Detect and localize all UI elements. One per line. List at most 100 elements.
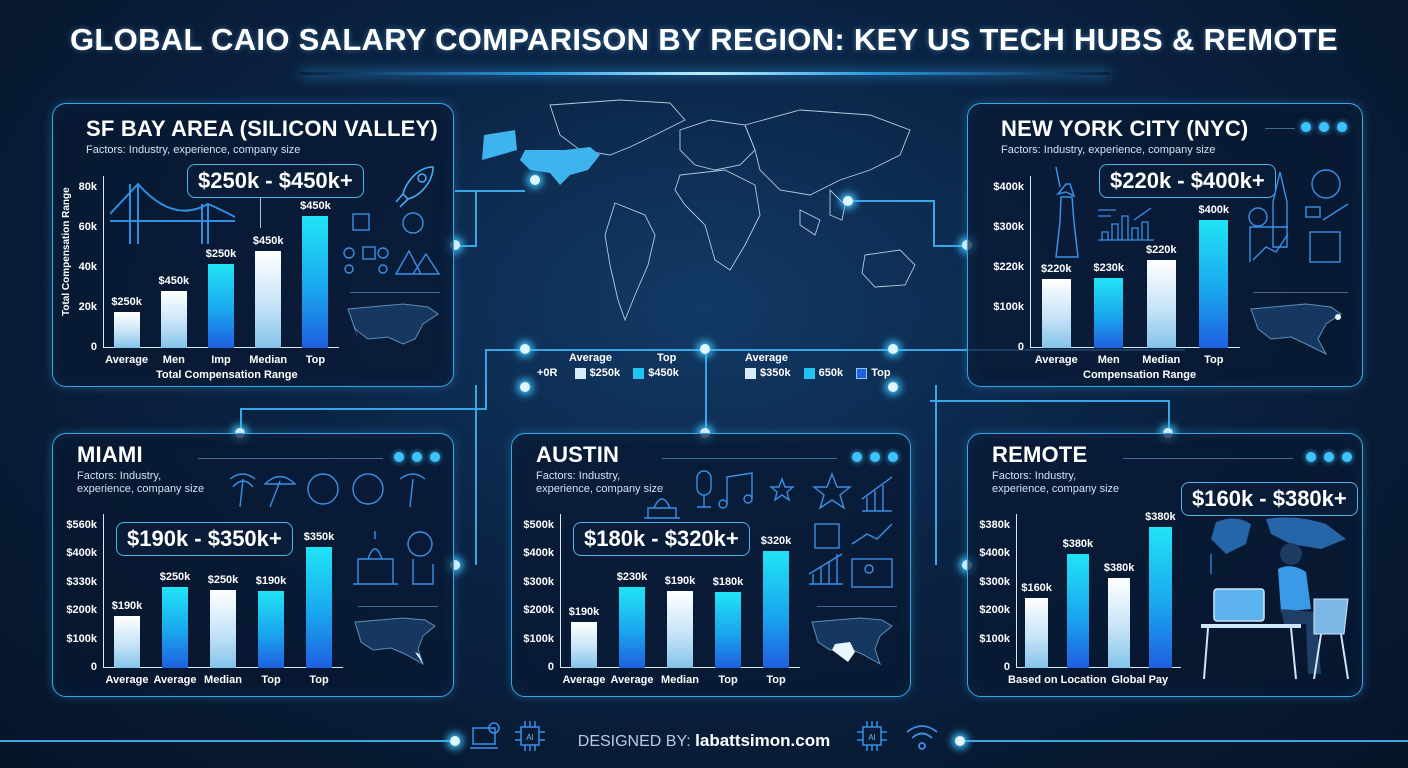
connector-node xyxy=(450,736,460,746)
bar[interactable] xyxy=(1094,278,1124,348)
connector-node xyxy=(843,196,853,206)
bar[interactable] xyxy=(1199,219,1229,348)
us-map-california-icon xyxy=(347,303,439,345)
bar[interactable] xyxy=(113,616,141,668)
svg-text:AI: AI xyxy=(868,733,876,742)
bar[interactable] xyxy=(208,263,234,348)
footer-site-link[interactable]: labattsimon.com xyxy=(695,731,831,750)
connector-wire xyxy=(475,385,477,565)
x-category-label: Men xyxy=(162,354,185,366)
window-dots-icon xyxy=(1306,452,1352,462)
bar[interactable] xyxy=(1146,260,1176,348)
x-category-label: Average xyxy=(105,354,149,366)
bar[interactable] xyxy=(618,586,646,668)
panel-factors: Factors: Industry, experience, company s… xyxy=(992,470,1120,495)
y-tick-label: $100k xyxy=(523,632,554,645)
connector-wire xyxy=(485,349,487,409)
connector-node xyxy=(520,344,530,354)
legend-swatch xyxy=(633,367,645,379)
x-category-label: Imp xyxy=(211,354,231,366)
x-axis-label: Compensation Range xyxy=(1083,369,1197,381)
legend-label: $250k xyxy=(589,367,621,379)
us-map-texas-icon xyxy=(811,617,893,666)
window-dots-icon xyxy=(394,452,440,462)
capitol-icon xyxy=(644,486,680,519)
connector-node xyxy=(530,175,540,185)
ai-chip-icon: AI xyxy=(857,721,887,751)
divider xyxy=(1123,458,1293,459)
bar[interactable] xyxy=(113,311,140,348)
chart-austin: 0 $100k $200k $300k $400k $500k $190k $230k $190… xyxy=(523,514,800,686)
svg-text:AI: AI xyxy=(526,733,534,742)
bar-value-label: $220k xyxy=(1040,263,1072,276)
connector-node xyxy=(888,382,898,392)
y-axis xyxy=(103,514,104,668)
bar[interactable] xyxy=(255,250,282,348)
x-category-label: Median xyxy=(204,674,242,686)
connector-wire xyxy=(933,245,968,247)
bar[interactable] xyxy=(302,216,329,348)
bar[interactable] xyxy=(161,586,189,668)
divider xyxy=(1265,128,1295,129)
capitol-and-money-icons xyxy=(353,531,434,585)
panel-factors: Factors: Industry, experience, company s… xyxy=(536,470,664,495)
bar[interactable] xyxy=(1066,553,1090,668)
range-badge: $160k - $380k+ xyxy=(1181,482,1358,516)
rocket-icon xyxy=(395,166,434,208)
bar[interactable] xyxy=(209,589,237,668)
connector-wire xyxy=(475,190,477,245)
bar-value-label: $320k xyxy=(760,535,792,548)
bar-value-label: $230k xyxy=(616,570,648,583)
bar[interactable] xyxy=(257,591,285,668)
bar-value-label: $450k xyxy=(300,200,331,213)
bar[interactable] xyxy=(305,546,333,668)
connector-wire xyxy=(850,200,935,202)
panel-austin: AUSTIN Factors: Industry, experience, co… xyxy=(511,433,911,697)
bar[interactable] xyxy=(714,592,742,668)
y-tick-label: $560k xyxy=(66,519,97,531)
bar-value-label: $190k xyxy=(255,575,287,587)
tech-growth-icons xyxy=(808,523,893,588)
bar[interactable] xyxy=(666,591,694,668)
bar-value-label: $350k xyxy=(303,530,335,543)
footer-line-right xyxy=(960,740,1408,742)
y-tick-label: 40k xyxy=(78,261,97,273)
legend-swatch xyxy=(745,367,756,379)
chart-sf: 0 20k 40k 60k 80k $250k $450k $250k $450k $450k Av… xyxy=(79,176,339,366)
window-dots-icon xyxy=(1301,122,1347,132)
panel-factors: Factors: Industry, experience, company s… xyxy=(86,144,301,156)
bar[interactable] xyxy=(160,290,187,348)
bar[interactable] xyxy=(1107,577,1131,668)
divider xyxy=(817,606,897,607)
bar[interactable] xyxy=(1149,527,1172,668)
bar-value-label: $450k xyxy=(252,234,284,247)
panel-factors: Factors: Industry, experience, company s… xyxy=(77,470,205,495)
bar[interactable] xyxy=(762,551,790,668)
x-category-label: Men xyxy=(1097,354,1120,366)
bar-value-label: $180k xyxy=(712,576,744,589)
y-axis xyxy=(1030,176,1031,348)
x-category-label: Average xyxy=(1034,354,1078,366)
panel-factors: Factors: Industry, experience, company s… xyxy=(1001,144,1216,156)
legend-label: $350k xyxy=(760,367,791,379)
legend-prefix: +0R xyxy=(537,367,558,379)
page-title: GLOBAL CAIO SALARY COMPARISON BY REGION:… xyxy=(70,22,1338,57)
x-axis xyxy=(1016,667,1181,668)
bar[interactable] xyxy=(1041,279,1071,348)
bar[interactable] xyxy=(570,622,598,668)
legend-label: Top xyxy=(871,367,891,379)
footer-line-left xyxy=(0,740,455,742)
divider xyxy=(198,458,383,459)
connector-wire xyxy=(485,349,1185,351)
y-tick-label: 0 xyxy=(1017,341,1024,353)
y-tick-label: $400k xyxy=(979,547,1010,560)
bar-value-label: $230k xyxy=(1093,262,1125,275)
y-tick-label: $200k xyxy=(979,604,1010,617)
bar[interactable] xyxy=(1025,598,1048,668)
ai-chip-network-icon xyxy=(343,212,441,275)
bar-value-label: $250k xyxy=(207,573,239,586)
bar-value-label: $400k xyxy=(1198,203,1230,216)
city-growth-chart-icon xyxy=(1098,207,1154,241)
x-category-label: Median xyxy=(1142,354,1181,366)
connector-node xyxy=(888,344,898,354)
